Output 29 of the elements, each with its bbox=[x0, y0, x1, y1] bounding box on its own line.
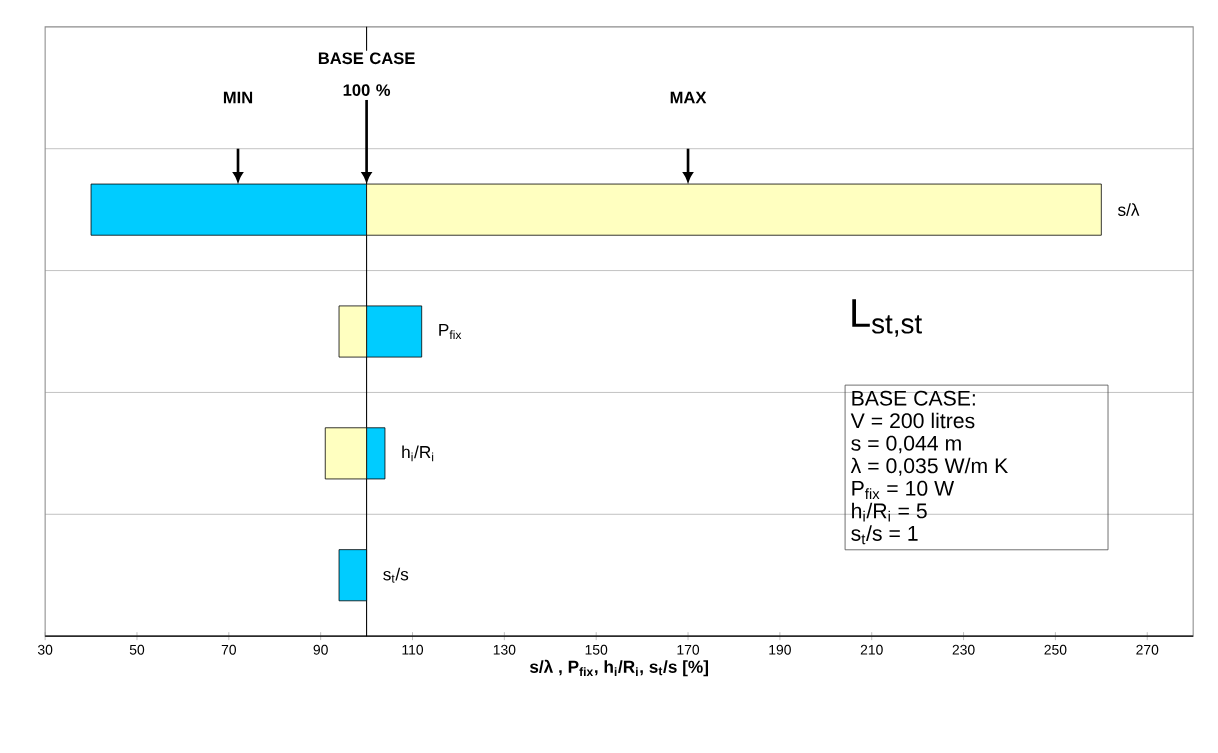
x-tick-label: 250 bbox=[1044, 644, 1067, 655]
x-tick-label: 150 bbox=[585, 644, 608, 655]
annotation: h$_{i}$/R$_{i}$ = 5 bbox=[852, 502, 927, 522]
annotation: L$_{st,st}$ bbox=[852, 299, 922, 337]
x-tick-label: 110 bbox=[402, 644, 424, 655]
x-tick-label: 230 bbox=[952, 644, 975, 655]
text: BASE CASE 100 % bbox=[318, 52, 415, 96]
annotation: V = 200 litres bbox=[850, 412, 975, 429]
y-tick-label: P$_{fix}$ bbox=[439, 323, 462, 339]
annotation: λ = 0,035 W/m K bbox=[850, 457, 1008, 476]
x-tick-label: 70 bbox=[221, 644, 237, 655]
x-tick-label: 50 bbox=[129, 644, 145, 655]
annotation: s = 0,044 m bbox=[851, 435, 961, 454]
annotation: BASE CASE: bbox=[852, 390, 975, 406]
y-tick-label: h$_{i}$/R$_{i}$ bbox=[402, 445, 434, 462]
y-tick-label: s$_{t}$/s bbox=[383, 567, 409, 583]
x-tick-label: 130 bbox=[493, 644, 516, 655]
x-tick-label: 170 bbox=[677, 644, 700, 655]
x-tick-label: 190 bbox=[769, 644, 791, 655]
x-tick-label: 30 bbox=[37, 644, 53, 655]
text: s/λ , P$_{fix}$, h$_{i}$/R$_{i}$, s$_{t}$/s [%] bbox=[529, 659, 709, 677]
annotation: s$_{t}$/s = 1 bbox=[851, 525, 918, 545]
annotation: MIN bbox=[223, 91, 253, 103]
x-tick-label: 210 bbox=[860, 644, 883, 655]
x-tick-label: 90 bbox=[313, 644, 328, 655]
annotation: P$_{fix}$ = 10 W bbox=[852, 480, 955, 499]
annotation: MAX bbox=[670, 91, 707, 103]
y-tick-label: s/λ bbox=[1117, 203, 1140, 216]
x-tick-label: 270 bbox=[1136, 644, 1159, 655]
